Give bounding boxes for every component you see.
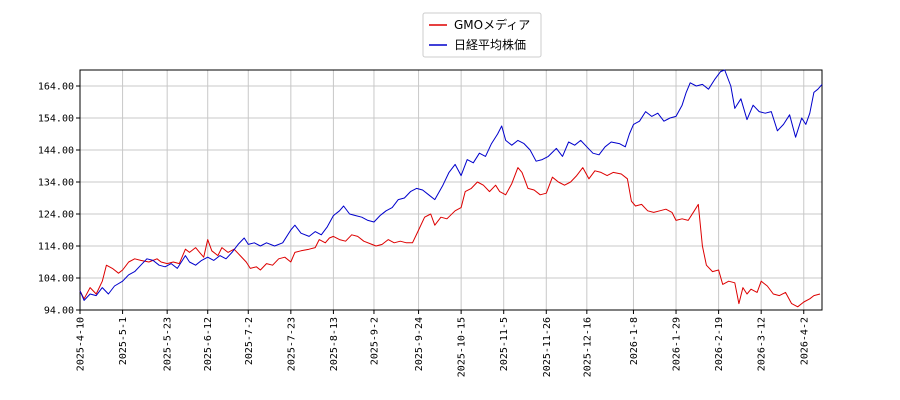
legend-label-nikkei: 日経平均株価 [454, 37, 526, 52]
y-tick-label: 144.00 [38, 146, 74, 157]
y-tick-label: 124.00 [38, 210, 74, 221]
x-tick-label: 2025-5-1 [118, 317, 129, 365]
x-tick-label: 2025-6-12 [203, 317, 214, 371]
x-tick-label: 2025-9-24 [414, 317, 425, 371]
y-tick-label: 114.00 [38, 242, 74, 253]
series-line-gmo-media [79, 167, 821, 308]
x-tick-label: 2025-12-16 [582, 317, 593, 377]
x-tick-label: 2026-1-8 [629, 317, 640, 365]
grid [79, 70, 822, 311]
x-axis: 2025-4-10 2025-5-1 2025-5-23 2025-6-12 2025-… [76, 310, 810, 377]
plot-area-frame [79, 69, 823, 311]
legend-label-gmo: GMOメディア [454, 17, 530, 32]
x-tick-label: 2026-1-29 [672, 317, 683, 371]
series-lines [79, 69, 823, 308]
y-tick-label: 104.00 [38, 274, 74, 285]
x-tick-label: 2026-4-2 [799, 317, 810, 365]
y-axis: 94.00 104.00 114.00 124.00 134.00 144.00 154.0… [38, 82, 80, 317]
x-tick-label: 2025-7-2 [244, 317, 255, 365]
series-line-nikkei [79, 69, 823, 301]
legend-box [422, 12, 542, 58]
x-tick-label: 2026-3-12 [757, 317, 768, 371]
y-tick-label: 134.00 [38, 178, 74, 189]
x-tick-label: 2025-11-26 [542, 317, 553, 377]
x-tick-label: 2026-2-19 [714, 317, 725, 371]
x-tick-label: 2025-9-2 [369, 317, 380, 365]
y-tick-label: 164.00 [38, 82, 74, 93]
x-tick-label: 2025-11-5 [499, 317, 510, 371]
legend: GMOメディア 日経平均株価 [422, 12, 542, 58]
y-tick-label: 154.00 [38, 114, 74, 125]
x-tick-label: 2025-4-10 [76, 317, 87, 371]
x-tick-label: 2025-5-23 [163, 317, 174, 371]
x-tick-label: 2025-7-23 [286, 317, 297, 371]
x-tick-label: 2025-8-13 [329, 317, 340, 371]
x-tick-label: 2025-10-15 [457, 317, 468, 377]
y-tick-label: 94.00 [44, 306, 74, 317]
